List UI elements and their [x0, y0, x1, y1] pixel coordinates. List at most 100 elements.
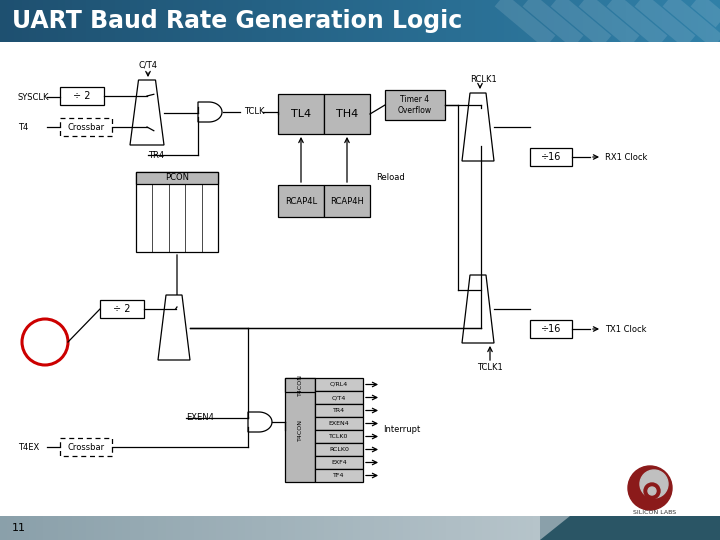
Bar	[475, 516, 483, 540]
Bar	[36, 0, 44, 42]
Bar	[382, 516, 390, 540]
Bar	[454, 0, 462, 42]
Polygon shape	[158, 295, 190, 360]
Text: SS
MS
CT
DA
T1: SS MS CT DA T1	[157, 204, 165, 232]
Bar	[317, 0, 325, 42]
Bar	[353, 0, 361, 42]
Text: Interrupt: Interrupt	[383, 426, 420, 435]
Text: RCLK0: RCLK0	[329, 447, 349, 452]
Bar	[43, 516, 51, 540]
Bar	[533, 516, 541, 540]
Bar	[166, 516, 174, 540]
Polygon shape	[130, 80, 164, 145]
Bar	[22, 0, 30, 42]
Bar	[691, 516, 699, 540]
Bar	[410, 0, 418, 42]
Bar	[530, 320, 572, 338]
Text: T4: T4	[18, 123, 28, 132]
Bar	[670, 516, 678, 540]
Bar	[130, 0, 138, 42]
Text: Timer 1: Timer 1	[31, 334, 59, 340]
Bar	[518, 0, 526, 42]
Bar	[583, 516, 591, 540]
Bar	[605, 0, 613, 42]
Bar	[670, 0, 678, 42]
Bar	[396, 516, 404, 540]
Bar	[446, 516, 454, 540]
Bar	[50, 0, 58, 42]
Text: SILICON LABS: SILICON LABS	[634, 510, 677, 515]
Bar	[346, 516, 354, 540]
Bar	[151, 0, 159, 42]
Text: 1: 1	[165, 341, 170, 350]
Bar	[72, 516, 80, 540]
Bar	[511, 0, 519, 42]
Text: 1: 1	[469, 323, 474, 333]
Bar	[454, 516, 462, 540]
Bar	[425, 516, 433, 540]
Bar	[302, 0, 310, 42]
Bar	[223, 516, 231, 540]
Circle shape	[628, 466, 672, 510]
Bar	[547, 516, 555, 540]
Bar	[281, 516, 289, 540]
Bar	[245, 0, 253, 42]
Text: Crossbar: Crossbar	[68, 123, 104, 132]
Text: TF4: TF4	[333, 473, 345, 478]
Bar	[662, 516, 670, 540]
Bar	[86, 516, 94, 540]
Bar	[324, 94, 370, 134]
Bar	[60, 438, 112, 456]
Polygon shape	[462, 93, 494, 161]
Bar	[29, 0, 37, 42]
Bar	[209, 516, 217, 540]
Bar	[36, 516, 44, 540]
Bar	[403, 516, 411, 540]
Text: TCLK1: TCLK1	[477, 363, 503, 373]
Bar	[468, 0, 476, 42]
Bar	[677, 0, 685, 42]
Bar	[158, 0, 166, 42]
Bar	[482, 516, 490, 540]
Bar	[274, 516, 282, 540]
Bar	[202, 0, 210, 42]
Text: EXEN4: EXEN4	[186, 414, 214, 422]
Bar	[504, 516, 512, 540]
Bar	[338, 516, 346, 540]
Bar	[315, 430, 363, 443]
Text: 0: 0	[165, 303, 170, 313]
Bar	[360, 516, 368, 540]
Bar	[713, 0, 720, 42]
Text: 1: 1	[140, 126, 144, 135]
Bar	[0, 0, 8, 42]
Bar	[122, 0, 130, 42]
Bar	[482, 0, 490, 42]
Bar	[259, 0, 267, 42]
Text: PCON: PCON	[165, 173, 189, 183]
Bar	[590, 516, 598, 540]
Bar	[94, 516, 102, 540]
Bar	[173, 516, 181, 540]
Text: 11: 11	[12, 523, 26, 533]
Bar	[367, 0, 375, 42]
Bar	[490, 516, 498, 540]
Bar	[432, 0, 440, 42]
Text: UART Baud Rate Generation Logic: UART Baud Rate Generation Logic	[12, 9, 462, 33]
Bar	[367, 516, 375, 540]
Bar	[410, 516, 418, 540]
Bar	[115, 0, 123, 42]
Text: TH4: TH4	[336, 109, 358, 119]
Bar	[22, 516, 30, 540]
Bar	[698, 516, 706, 540]
Bar	[310, 0, 318, 42]
Bar	[619, 0, 627, 42]
Bar	[684, 516, 692, 540]
Text: SYSCLK: SYSCLK	[18, 92, 50, 102]
Bar	[230, 0, 238, 42]
Bar	[230, 516, 238, 540]
Bar	[698, 0, 706, 42]
Bar	[576, 0, 584, 42]
Bar	[144, 0, 152, 42]
Bar	[677, 516, 685, 540]
Bar	[468, 516, 476, 540]
